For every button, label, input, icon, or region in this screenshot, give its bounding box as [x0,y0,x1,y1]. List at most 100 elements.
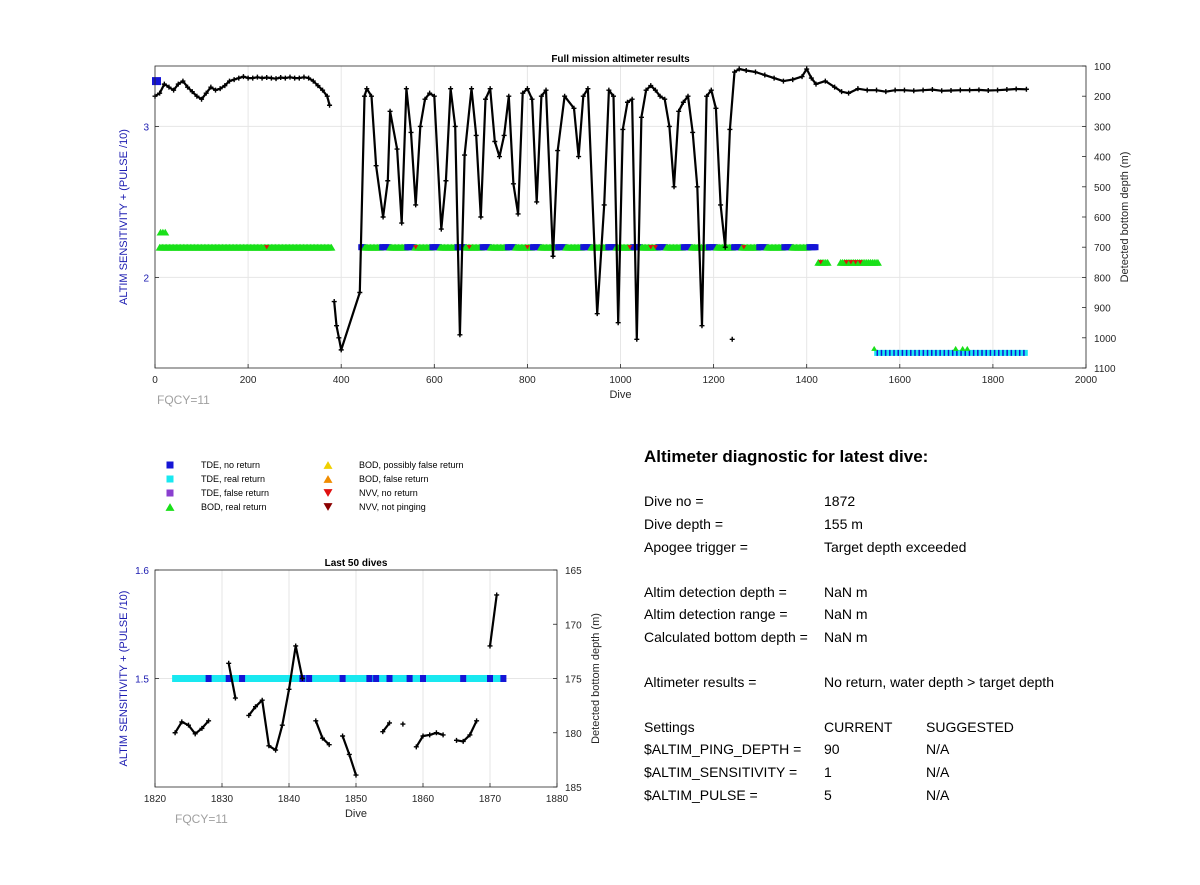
mission-depth-point [901,87,907,93]
mission-tde-no-return-marker [935,349,937,356]
mission-depth-point [259,75,265,81]
mission-tde-no-return-marker [930,349,933,356]
last50-depth-point [273,747,279,753]
mission-depth-point [976,87,982,93]
last50-settings-marker [312,675,319,682]
mission-depth-point [685,93,691,99]
last50-depth-point [340,733,346,739]
mission-depth-point [813,81,819,87]
last50-settings-marker [346,675,353,682]
mission-depth-point [478,214,484,220]
mission-depth-point [492,139,498,144]
mission-depth-point [506,93,512,99]
last50-settings-marker [245,675,252,682]
mission-depth-point [594,311,600,317]
mission-tde-no-return-marker [813,244,819,251]
last50-y-right-tick-label: 185 [565,783,582,794]
mission-x-tick-label: 200 [240,375,257,386]
mission-tde-no-return-marker [972,349,975,356]
mission-depth-point [846,90,852,96]
last50-depth-point [467,732,473,738]
mission-nvv-no-return-marker [264,245,270,250]
mission-depth-point [222,83,228,89]
mission-depth-point [394,146,400,152]
last50-y-right-axis-label: Detected bottom depth (m) [590,613,602,744]
last50-settings-marker [292,675,299,682]
last50-settings-marker [480,675,487,682]
last50-depth-point [179,719,185,725]
last50-depth-point [433,730,439,736]
mission-depth-point [240,74,246,80]
mission-x-tick-label: 400 [333,375,350,386]
mission-depth-point [864,87,870,93]
mission-depth-point [874,87,880,93]
last50-settings-marker [366,675,373,682]
mission-tde-no-return-marker [876,349,879,356]
last50-depth-point [326,742,332,748]
mission-depth-point [510,181,516,187]
mission-tde-real-return-band [874,349,1028,356]
mission-depth-point [287,74,293,80]
mission-depth-point [580,93,586,99]
last50-depth-line-segment [381,722,391,733]
mission-depth-point [822,78,828,84]
mission-depth-point [387,108,393,114]
last50-settings-marker [393,675,400,682]
legend-marker-tde_false_return [166,489,174,497]
mission-depth-point [736,66,742,72]
mission-tde-no-return-marker [993,349,996,356]
mission-depth-point [529,96,535,102]
mission-depth-point [413,202,419,208]
mission-depth-point [704,93,710,99]
mission-depth-point [722,244,728,250]
mission-depth-point [203,90,209,96]
mission-depth-point [985,87,991,93]
legend-label-nvv_no_return: NVV, no return [359,488,418,498]
last50-settings-marker [286,675,292,682]
mission-tde-no-return-marker [939,349,941,356]
last50-settings-marker [252,675,259,682]
last50-x-tick-label: 1880 [546,794,569,805]
last50-settings-marker [426,675,433,682]
legend-marker-bod_false [323,475,333,483]
last50-settings-marker [453,675,460,682]
last50-settings-marker [493,675,500,682]
mission-depth-point [278,74,284,80]
mission-depth-point [883,89,889,95]
mission-depth-point [620,126,626,132]
last50-settings-marker [232,675,239,682]
mission-nvv-no-return-marker [466,245,472,250]
last50-depth-point [293,643,299,649]
mission-fqcy-annotation: FQCY=11 [157,393,210,407]
last50-depth-point [232,695,238,701]
mission-depth-point [634,336,640,342]
mission-depth-point [199,96,205,102]
mission-depth-point [364,86,370,92]
mission-depth-point [839,89,845,95]
mission-depth-point [264,74,270,80]
mission-depth-point [180,78,186,84]
mission-depth-point [1013,86,1019,92]
last50-depth-point [313,718,319,724]
mission-tde-no-return-marker [956,349,958,356]
mission-tde-no-return-marker [985,349,987,356]
mission-depth-point [327,102,333,108]
legend-label-tde_false_return: TDE, false return [201,488,269,498]
last50-settings-marker [332,675,339,682]
mission-depth-point [496,154,502,160]
last50-depth-point [259,697,265,703]
last50-settings-marker [212,675,219,682]
mission-bod-real-return-marker [964,345,971,351]
mission-depth-point [380,214,386,220]
last50-settings-marker [205,675,212,682]
mission-depth-point [361,93,367,99]
mission-depth-point [161,81,167,87]
mission-depth-point [562,93,568,99]
last50-settings-marker [353,675,359,682]
mission-y-right-tick-label: 100 [1094,62,1111,73]
mission-x-tick-label: 600 [426,375,443,386]
legend-marker-bod_possibly_false [323,461,333,469]
mission-depth-point [948,87,954,93]
last50-x-axis-label: Dive [345,808,367,820]
last50-settings-marker [359,675,366,682]
